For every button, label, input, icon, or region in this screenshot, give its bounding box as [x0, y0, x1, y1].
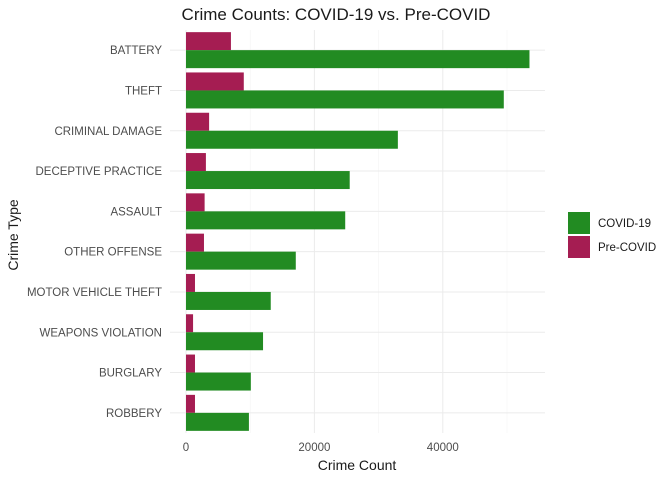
legend-key — [568, 212, 590, 234]
bar-covid-19 — [186, 251, 296, 270]
bar-covid-19 — [186, 90, 504, 109]
bar-pre-covid — [186, 32, 231, 51]
y-tick-label: THEFT — [125, 85, 162, 97]
x-tick-label: 20000 — [298, 442, 330, 454]
y-tick-label: BATTERY — [110, 45, 162, 57]
bar-covid-19 — [186, 291, 271, 310]
bar-covid-19 — [186, 211, 346, 230]
y-tick-label: CRIMINAL DAMAGE — [54, 126, 162, 138]
bar-covid-19 — [186, 332, 264, 351]
y-tick-label: MOTOR VEHICLE THEFT — [27, 287, 162, 299]
bar-pre-covid — [186, 273, 195, 292]
bar-pre-covid — [186, 112, 210, 131]
bar-pre-covid — [186, 193, 205, 212]
y-tick-label: WEAPONS VIOLATION — [40, 327, 162, 339]
x-axis-title: Crime Count — [318, 457, 397, 473]
bar-covid-19 — [186, 372, 251, 391]
bar-covid-19 — [186, 171, 350, 190]
y-axis-title: Crime Type — [5, 199, 21, 271]
legend-key — [568, 236, 590, 258]
x-tick-label: 40000 — [427, 442, 459, 454]
bar-pre-covid — [186, 394, 195, 413]
legend-label: COVID-19 — [598, 218, 651, 230]
y-tick-label: BURGLARY — [99, 368, 162, 380]
y-tick-label: ASSAULT — [110, 206, 162, 218]
y-tick-label: OTHER OFFENSE — [64, 247, 162, 259]
legend-label: Pre-COVID — [598, 242, 656, 254]
y-tick-label: ROBBERY — [106, 408, 162, 420]
bar-pre-covid — [186, 314, 194, 333]
y-tick-labels: BATTERY THEFT CRIMINAL DAMAGE DECEPTIVE PRA… — [27, 45, 162, 420]
legend: COVID-19 Pre-COVID — [568, 212, 656, 258]
bar-pre-covid — [186, 233, 204, 252]
bar-covid-19 — [186, 50, 530, 69]
bar-pre-covid — [186, 354, 195, 373]
chart-title: Crime Counts: COVID-19 vs. Pre-COVID — [182, 5, 491, 24]
y-tick-label: DECEPTIVE PRACTICE — [35, 166, 162, 178]
x-tick-label: 0 — [183, 442, 189, 454]
bar-covid-19 — [186, 130, 398, 149]
bar-pre-covid — [186, 72, 244, 91]
bar-covid-19 — [186, 412, 249, 431]
bars — [186, 32, 530, 431]
x-tick-labels: 0 20000 40000 — [183, 442, 459, 454]
bar-pre-covid — [186, 153, 206, 172]
